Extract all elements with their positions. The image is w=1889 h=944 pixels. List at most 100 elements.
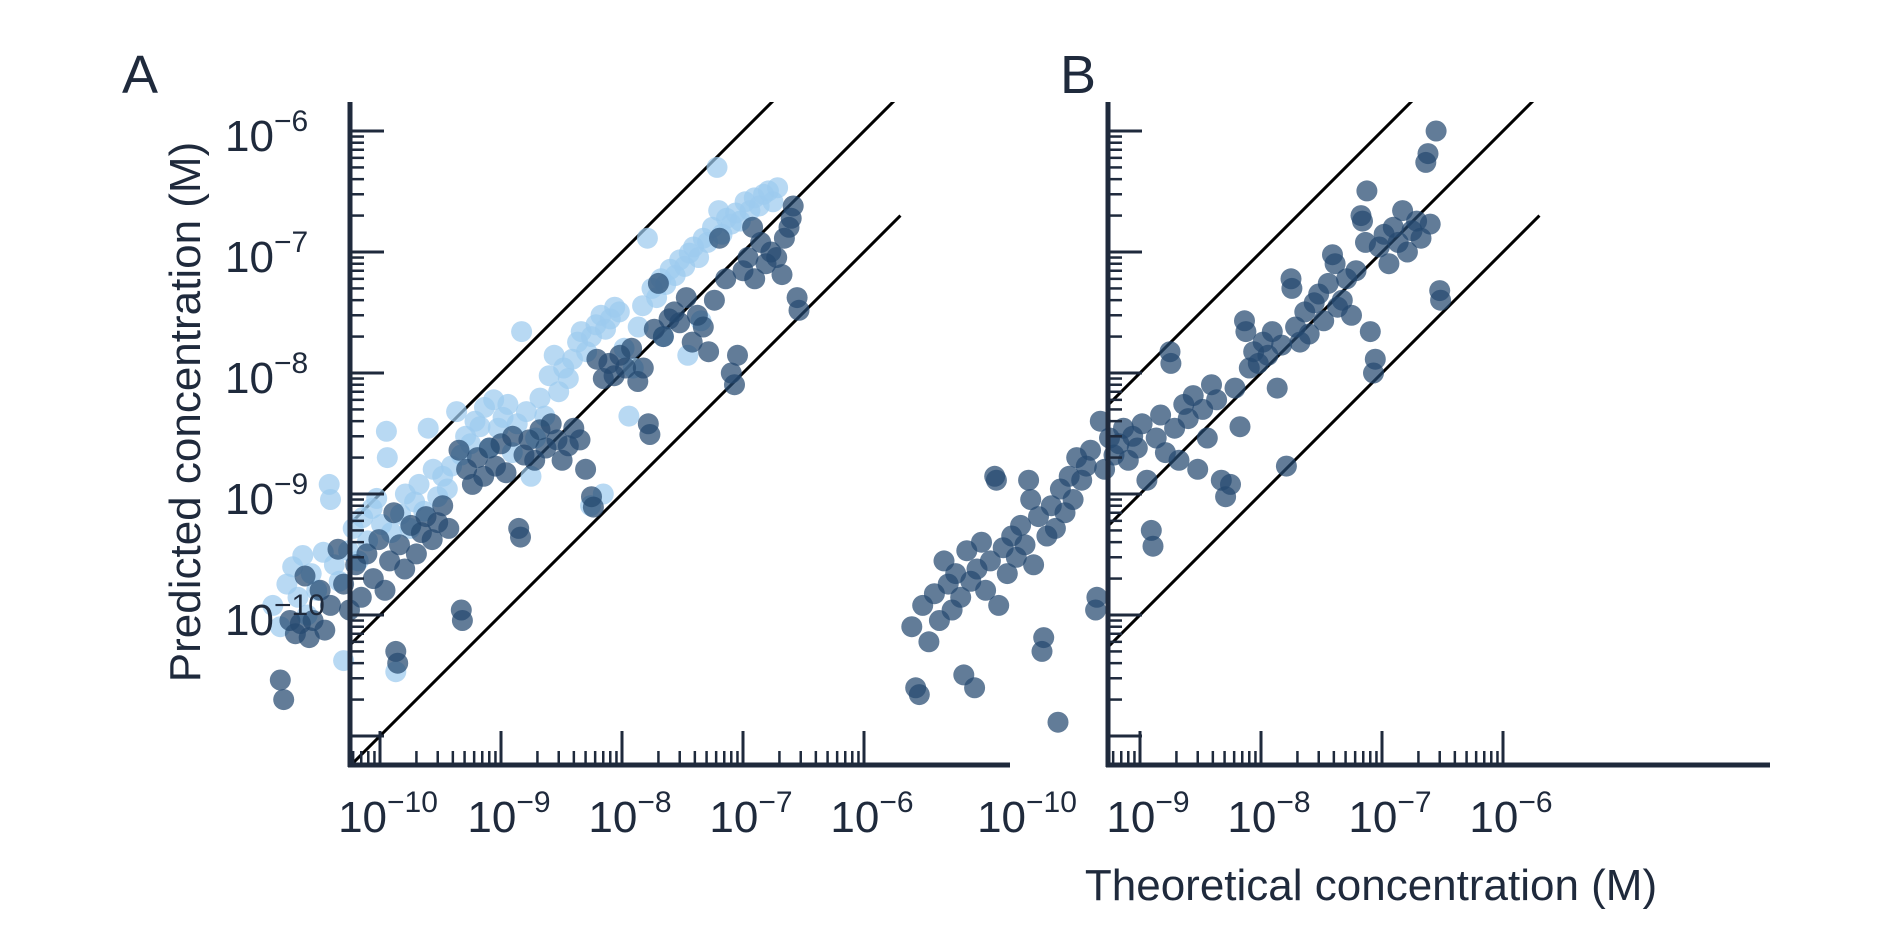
data-point <box>387 652 409 674</box>
data-point <box>1220 473 1241 495</box>
data-point <box>975 579 997 601</box>
data-point <box>681 331 703 353</box>
data-point <box>767 177 789 199</box>
data-point <box>1417 143 1439 165</box>
data-point <box>780 207 802 229</box>
data-point <box>788 299 810 321</box>
data-point <box>996 563 1018 585</box>
panel-a: A Predicted concentration (M) 10−10 10−9 1… <box>122 45 1010 842</box>
data-point <box>918 631 940 653</box>
data-point <box>1359 321 1381 343</box>
data-point <box>436 478 458 500</box>
panel-a-y-axis-title: Predicted concentration (M) <box>161 142 210 682</box>
data-point <box>727 344 748 366</box>
data-point <box>971 531 992 553</box>
data-point <box>569 429 591 451</box>
data-point <box>1298 323 1320 345</box>
data-point <box>1275 455 1297 477</box>
panel-a-x-tick-label: 10−6 <box>830 786 913 842</box>
data-point <box>652 326 674 348</box>
data-point <box>1271 334 1293 356</box>
data-point <box>1033 627 1055 649</box>
data-point <box>742 216 764 238</box>
panel-a-x-tick-label: 10−10 <box>338 786 438 842</box>
data-point <box>320 594 341 616</box>
data-point <box>511 321 533 343</box>
panel-letter-a: A <box>122 45 158 105</box>
data-point <box>438 517 460 539</box>
data-point <box>366 487 388 509</box>
data-point <box>1075 455 1097 477</box>
data-point <box>639 424 661 445</box>
data-point <box>520 465 542 487</box>
data-point <box>368 529 390 551</box>
data-point <box>1047 711 1069 733</box>
data-point <box>771 264 793 286</box>
data-point <box>1266 377 1288 399</box>
data-point <box>1419 213 1441 235</box>
data-point <box>985 469 1007 491</box>
data-point <box>510 526 531 548</box>
data-point <box>1345 260 1367 282</box>
data-point <box>451 610 473 631</box>
data-point <box>1356 180 1378 202</box>
data-point <box>469 416 491 438</box>
data-point <box>273 689 295 711</box>
data-point <box>1150 404 1172 426</box>
data-point <box>309 579 331 601</box>
data-point <box>1352 210 1373 232</box>
panel-a-reference-line-lower <box>350 214 902 765</box>
data-point <box>1430 289 1452 311</box>
data-point <box>1313 310 1335 332</box>
data-point <box>1281 277 1303 299</box>
data-point <box>389 534 410 556</box>
data-point <box>621 337 643 359</box>
data-point <box>737 247 759 268</box>
data-point <box>515 401 537 423</box>
data-point <box>908 684 930 706</box>
panel-b-reference-line-upper <box>1108 102 1414 408</box>
panel-a-axes: 10−10 10−9 10−8 10−7 10−610−1010−910−810−710… <box>225 102 1010 842</box>
panel-b-series-1 <box>901 120 1452 733</box>
panel-b-x-tick-label: 10−10 <box>977 786 1077 842</box>
panel-b-x-axis-title: Theoretical concentration (M) <box>1085 861 1657 910</box>
data-point <box>1364 348 1386 370</box>
data-point <box>1126 437 1148 459</box>
data-point <box>669 312 691 334</box>
data-point <box>773 227 795 249</box>
data-point <box>375 420 397 442</box>
data-point <box>350 586 372 608</box>
panel-b-x-tick-label: 10−8 <box>1227 786 1310 842</box>
data-point <box>979 550 1001 572</box>
data-point <box>703 289 725 311</box>
panel-a-reference-line-identity <box>350 102 896 648</box>
panel-b-x-tick-label: 10−9 <box>1106 786 1189 842</box>
data-point <box>1062 489 1084 510</box>
data-point <box>1324 253 1346 275</box>
data-point <box>1425 120 1447 142</box>
data-point <box>706 156 728 178</box>
data-point <box>636 227 658 249</box>
panel-b-x-tick-label: 10−6 <box>1469 786 1552 842</box>
data-point <box>1010 514 1032 536</box>
data-point <box>988 594 1010 616</box>
data-point <box>709 227 730 249</box>
data-point <box>405 543 427 565</box>
data-point <box>1142 535 1164 557</box>
panel-a-y-tick-label: 10−7 <box>225 226 308 282</box>
panel-a-y-tick-label: 10−9 <box>225 468 308 524</box>
data-point <box>1206 389 1228 411</box>
data-point <box>314 619 336 641</box>
data-point <box>1168 449 1190 471</box>
data-point <box>575 458 597 480</box>
data-point <box>298 627 320 649</box>
data-point <box>497 393 519 415</box>
data-point <box>374 579 396 601</box>
data-point <box>615 357 637 379</box>
panel-letter-b: B <box>1060 45 1096 105</box>
data-point <box>964 677 986 699</box>
panel-b-plot-area: 10−10 10−9 10−8 10−7 10−6 <box>901 102 1770 842</box>
data-point <box>432 495 454 517</box>
data-point <box>495 462 517 484</box>
